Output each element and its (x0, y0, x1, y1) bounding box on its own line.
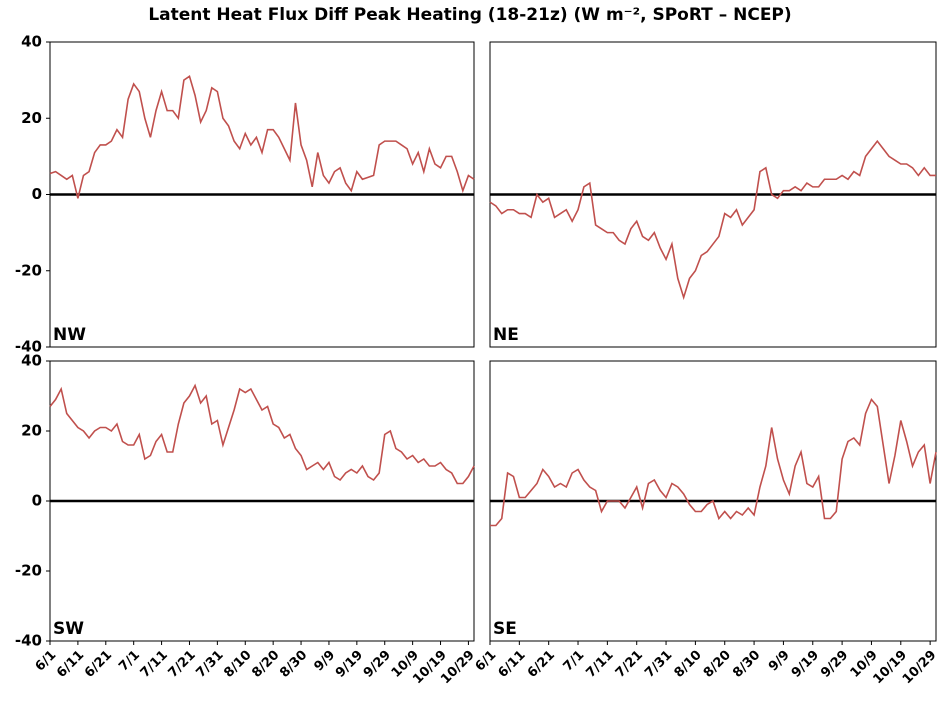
x-tick-label: 8/10 (221, 648, 254, 681)
x-tick-label: 7/21 (613, 648, 646, 681)
x-tick-label: 8/20 (701, 648, 734, 681)
y-tick-label: 20 (21, 422, 42, 440)
y-tick-label: -40 (15, 338, 42, 356)
panel-label: SW (53, 619, 84, 639)
y-tick-label: 40 (21, 352, 42, 370)
panel-label: SE (493, 619, 517, 639)
x-tick-label: 7/11 (584, 648, 617, 681)
x-tick-label: 8/30 (277, 648, 310, 681)
panel-label: NE (493, 325, 519, 345)
x-tick-label: 6/21 (525, 648, 558, 681)
x-tick-label: 9/29 (818, 648, 851, 681)
x-tick-label: 9/29 (361, 648, 394, 681)
data-line (490, 397, 937, 527)
x-tick-label: 7/21 (166, 648, 199, 681)
x-tick-label: 9/19 (789, 648, 822, 681)
x-tick-label: 6/21 (82, 648, 115, 681)
y-tick-label: 0 (32, 492, 42, 510)
y-tick-label: -40 (15, 632, 42, 650)
y-tick-label: 20 (21, 109, 42, 127)
y-tick-label: -20 (15, 261, 42, 279)
x-tick-label: 9/19 (333, 648, 366, 681)
panel-label: NW (53, 325, 86, 345)
x-tick-label: 7/11 (138, 648, 171, 681)
chart-title: Latent Heat Flux Diff Peak Heating (18-2… (148, 5, 791, 25)
y-tick-label: 40 (21, 33, 42, 51)
x-tick-label: 6/11 (54, 648, 87, 681)
data-line (49, 383, 475, 485)
x-tick-label: 6/11 (495, 648, 528, 681)
y-tick-label: -20 (15, 562, 42, 580)
x-tick-label: 10/29 (900, 648, 940, 688)
data-line (489, 139, 936, 301)
x-tick-label: 8/30 (730, 648, 763, 681)
x-tick-label: 8/10 (672, 648, 705, 681)
y-tick-label: 0 (32, 185, 42, 203)
x-tick-label: 7/31 (642, 648, 675, 681)
x-tick-label: 7/31 (194, 648, 227, 681)
data-line (49, 75, 475, 199)
x-tick-label: 8/20 (249, 648, 282, 681)
